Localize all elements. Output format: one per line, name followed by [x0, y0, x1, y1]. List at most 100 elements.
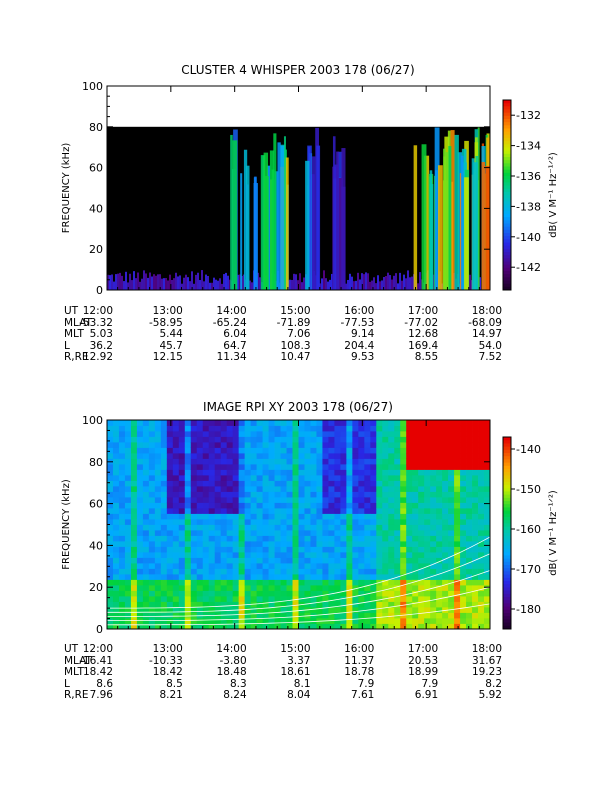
spectrogram-cell: [154, 579, 162, 586]
spectrogram-cell: [328, 568, 335, 575]
spectrogram-cell: [112, 623, 120, 630]
spectrogram-cell: [322, 453, 329, 459]
spectrogram-cell: [364, 574, 371, 580]
spectrogram-cell: [190, 475, 198, 481]
spectrogram-cell: [112, 596, 120, 602]
spectrogram-cell: [400, 447, 407, 454]
colorbar-step: [503, 274, 511, 278]
spectrogram-cell: [238, 491, 246, 498]
spectrogram-cell: [436, 513, 443, 520]
spectrogram-cell: [382, 508, 389, 514]
spectrogram-cell: [382, 469, 389, 476]
spectrogram-cell: [214, 464, 222, 470]
spectrogram-cell: [256, 574, 263, 580]
spectrogram-cell: [382, 585, 389, 591]
spectrogram-cell: [202, 574, 210, 580]
burst-column: [274, 171, 279, 290]
spectrogram-cell: [298, 486, 305, 492]
spectrogram-cell: [262, 486, 269, 492]
spectrogram-cell: [202, 425, 210, 432]
spectrogram-cell: [178, 552, 186, 558]
spectrogram-cell: [436, 458, 443, 465]
spectrogram-cell: [418, 552, 425, 558]
spectrogram-cell: [454, 524, 461, 531]
spectrogram-cell: [340, 475, 347, 481]
spectrogram-cell: [238, 618, 246, 624]
spectrogram-cell: [298, 519, 305, 525]
spectrogram-cell: [418, 546, 425, 553]
spectrogram-cell: [154, 585, 162, 591]
colorbar-step: [503, 169, 511, 174]
spectrogram-cell: [190, 431, 198, 437]
spectrogram-cell: [382, 420, 389, 426]
spectrogram-cell: [118, 508, 126, 514]
spectrogram-cell: [484, 590, 491, 597]
spectrogram-cell: [268, 623, 275, 630]
spectrogram-cell: [370, 431, 377, 437]
spectrogram-cell: [196, 585, 204, 591]
spectrogram-cell: [184, 475, 192, 481]
spectrogram-cell: [190, 453, 198, 459]
noise-band-cell: [143, 270, 145, 290]
spectrogram-cell: [388, 574, 395, 580]
noise-band-cell: [353, 281, 355, 290]
spectrogram-cell: [418, 458, 425, 465]
spectrogram-cell: [112, 469, 120, 476]
spectrogram-cell: [238, 442, 246, 448]
spectrogram-cell: [322, 458, 329, 465]
spectrogram-cell: [466, 601, 473, 608]
spectrogram-cell: [136, 420, 144, 426]
colorbar-step: [503, 153, 511, 158]
colorbar-step: [503, 472, 511, 476]
colorbar-step: [503, 456, 511, 460]
spectrogram-cell: [148, 508, 156, 514]
spectrogram-cell: [340, 508, 347, 514]
spectrogram-cell: [232, 530, 240, 536]
spectrogram-cell: [304, 486, 311, 492]
spectrogram-cell: [274, 447, 281, 454]
spectrogram-cell: [142, 535, 150, 542]
spectrogram-cell: [322, 486, 329, 492]
spectrogram-cell: [364, 524, 371, 531]
spectrogram-cell: [208, 502, 216, 509]
spectrogram-cell: [460, 530, 467, 536]
spectrogram-cell: [436, 601, 443, 608]
spectrogram-cell: [316, 436, 323, 443]
spectrogram-cell: [382, 618, 389, 624]
spectrogram-cell: [406, 420, 413, 426]
burst-column: [336, 151, 339, 290]
spectrogram-cell: [256, 596, 263, 602]
spectrogram-cell: [466, 552, 473, 558]
spectrogram-cell: [190, 530, 198, 536]
spectrogram-cell: [268, 612, 275, 619]
spectrogram-cell: [292, 546, 299, 553]
spectrogram-cell: [388, 546, 395, 553]
spectrogram-cell: [442, 541, 449, 547]
spectrogram-cell: [142, 442, 150, 448]
spectrogram-cell: [412, 563, 419, 569]
spectrogram-cell: [196, 524, 204, 531]
spectrogram-cell: [400, 557, 407, 564]
spectrogram-cell: [286, 596, 293, 602]
spectrogram-cell: [466, 497, 473, 503]
spectrogram-cell: [124, 607, 132, 613]
spectrogram-cell: [460, 541, 467, 547]
spectrogram-cell: [202, 458, 210, 465]
colorbar-step: [503, 491, 511, 496]
spectrogram-cell: [178, 420, 186, 426]
spectrogram-cell: [358, 420, 365, 426]
spectrogram-cell: [208, 431, 216, 437]
spectrogram-cell: [424, 618, 431, 624]
spectrogram-cell: [484, 574, 491, 580]
spectrogram-cell: [154, 464, 162, 470]
colorbar-step: [503, 561, 511, 566]
spectrogram-cell: [178, 524, 186, 531]
spectrogram-cell: [352, 497, 359, 503]
spectrogram-cell: [376, 552, 383, 558]
spectrogram-cell: [280, 475, 287, 481]
spectrogram-cell: [124, 447, 132, 454]
spectrogram-cell: [388, 469, 395, 476]
ephemeris-value: 8.2: [485, 677, 502, 690]
spectrogram-cell: [466, 502, 473, 509]
spectrogram-cell: [238, 436, 246, 443]
